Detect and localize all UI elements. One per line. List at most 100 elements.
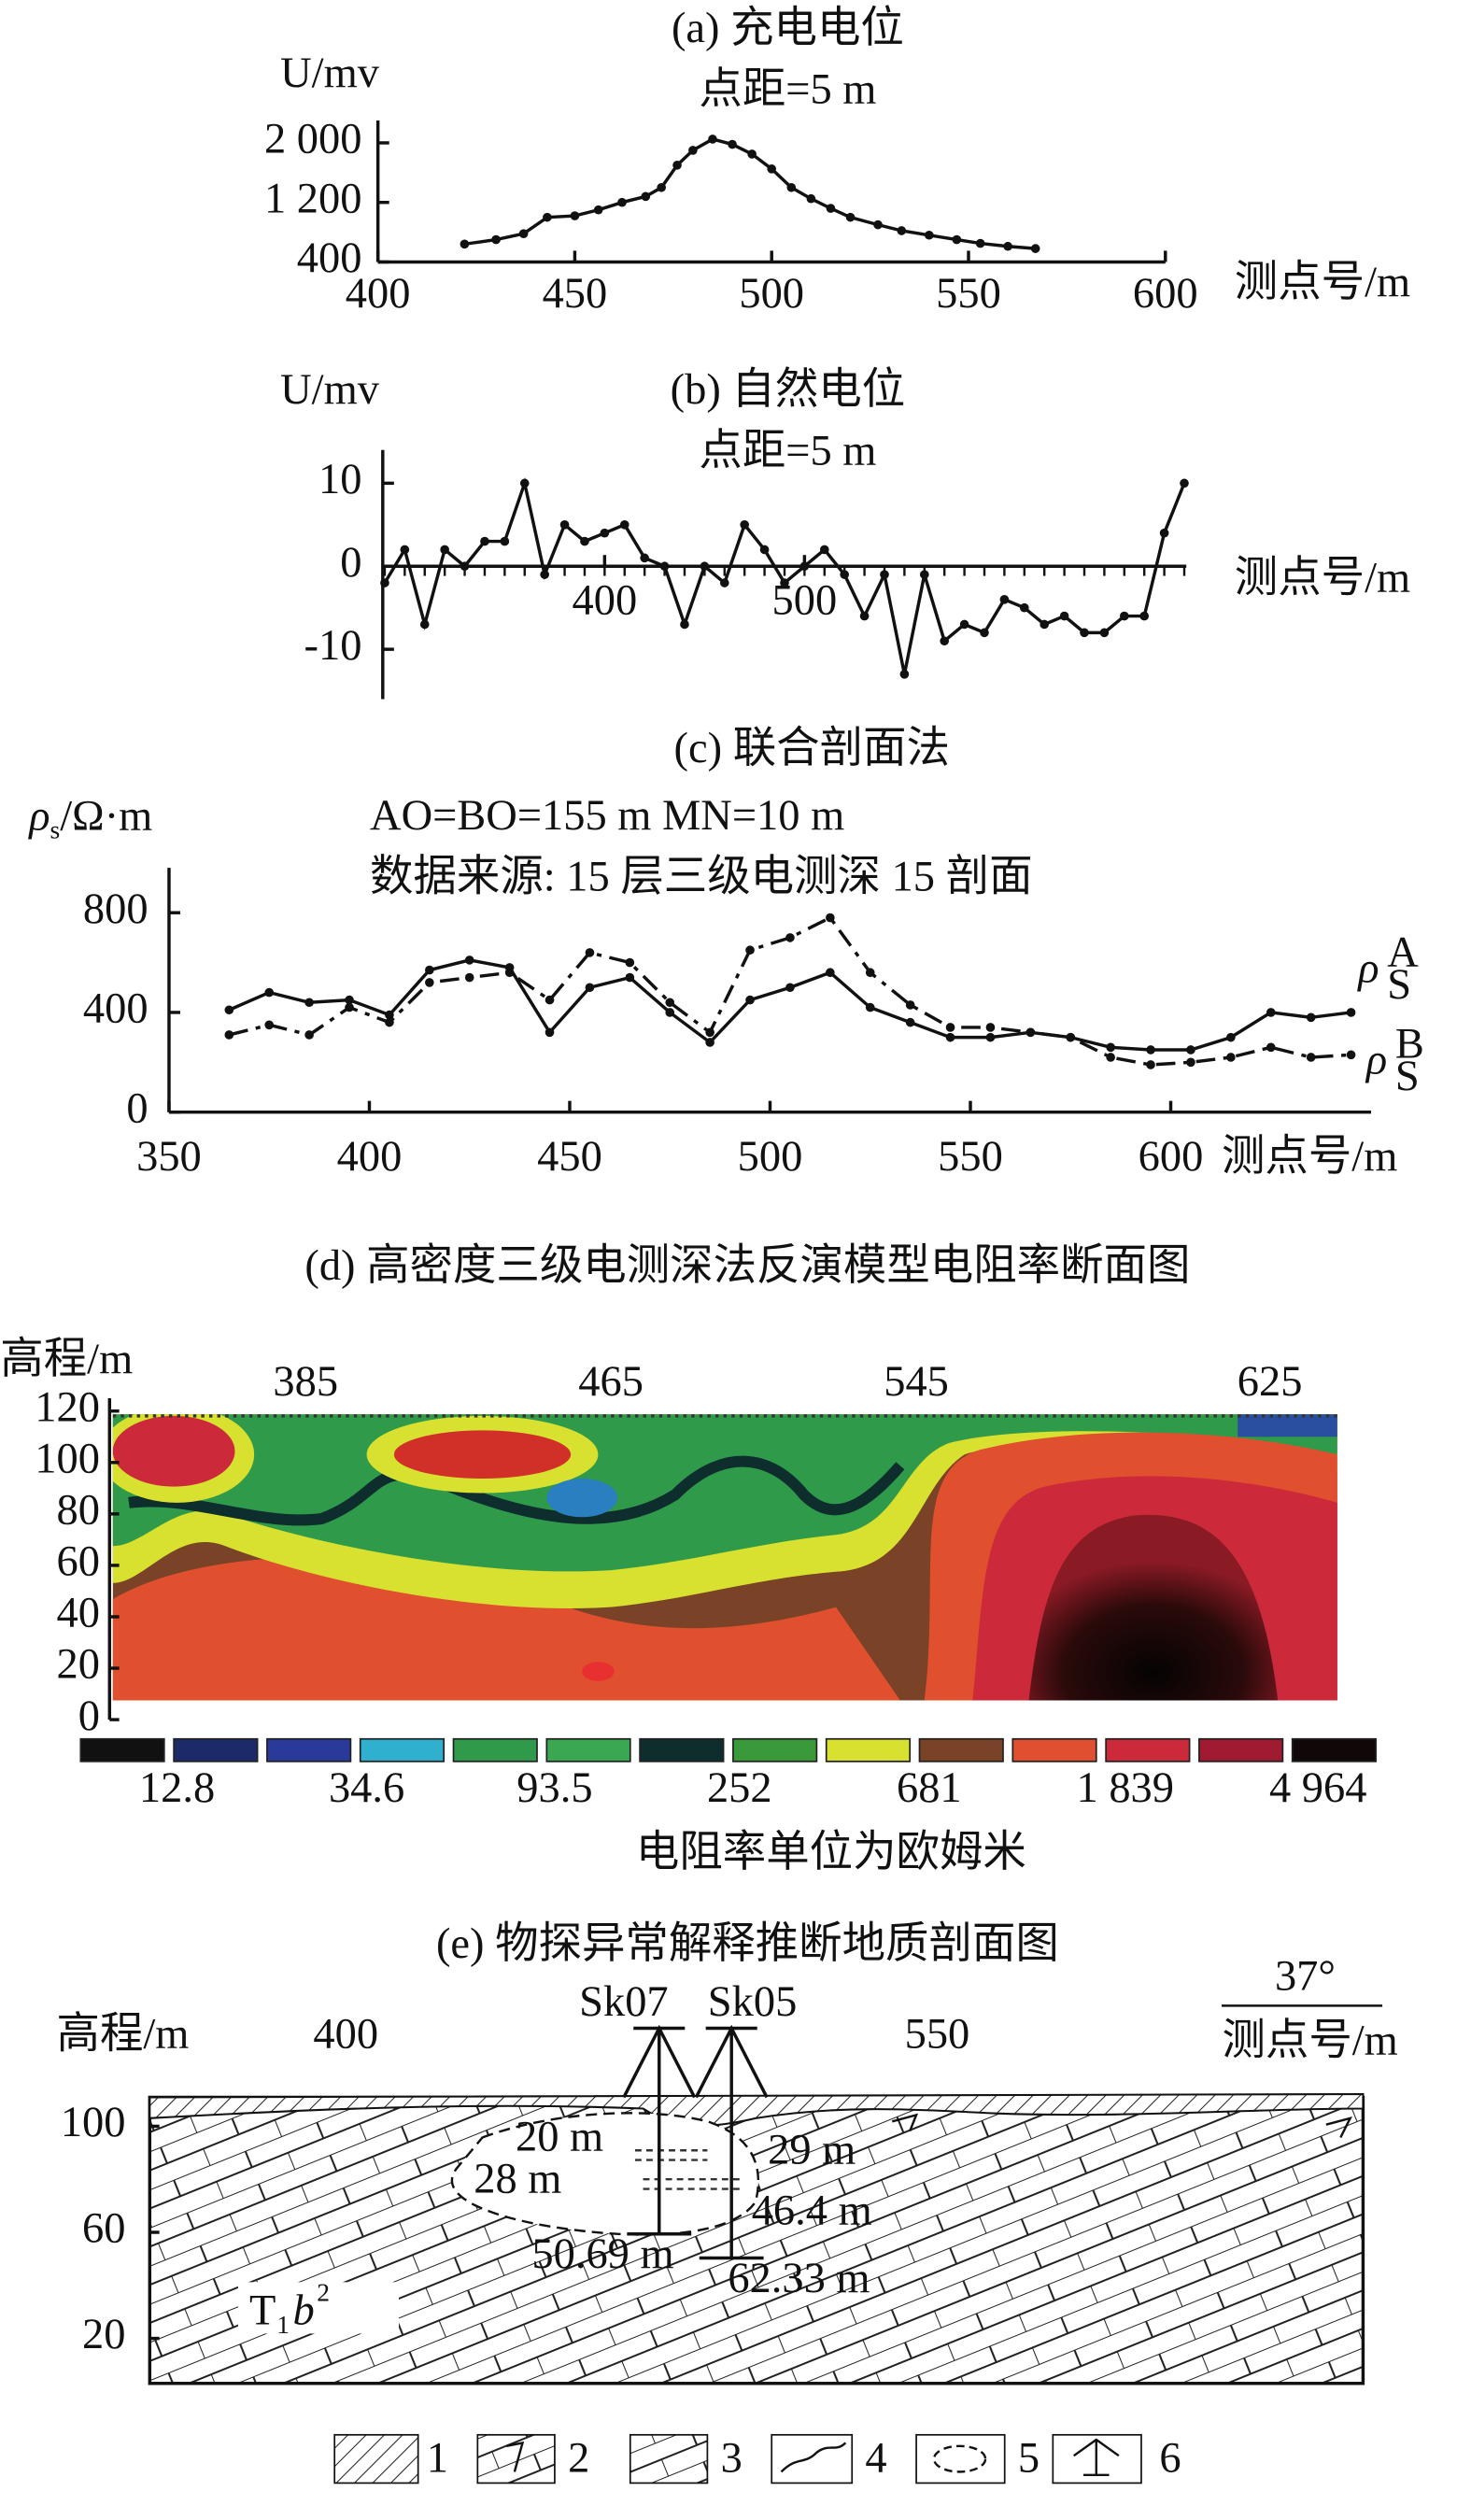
data-point — [1066, 1032, 1076, 1042]
legend-label: 3 — [721, 2435, 743, 2483]
formation-label: T — [249, 2286, 276, 2334]
legend-symbol — [780, 2442, 847, 2473]
y-tick-label: 20 — [82, 2311, 125, 2358]
data-point — [1180, 478, 1189, 488]
x-axis-label: 测点号/m — [1235, 259, 1410, 306]
x-axis-label: 测点号/m — [1235, 555, 1410, 602]
data-point — [873, 219, 883, 230]
map-zone — [1238, 1414, 1337, 1437]
resistivity-map — [112, 1414, 1337, 1701]
data-point — [1040, 619, 1050, 630]
data-point — [519, 478, 530, 488]
y-tick-label: 40 — [57, 1590, 100, 1637]
data-point — [545, 1027, 555, 1038]
legend-label-sub: S — [1387, 961, 1411, 1009]
data-point — [385, 1017, 394, 1027]
data-point — [705, 1038, 714, 1047]
y-tick-label: 120 — [35, 1383, 100, 1431]
colorbar-label: 252 — [707, 1764, 772, 1812]
unit-note: 电阻率单位为欧姆米 — [636, 1829, 1026, 1876]
data-point — [708, 134, 717, 144]
y-tick-label: 10 — [318, 456, 361, 503]
x-tick-label: 550 — [938, 1133, 1003, 1181]
y-tick-label: 800 — [83, 885, 149, 933]
legend-label-sup: B — [1395, 1021, 1424, 1069]
x-tick-label: 500 — [739, 270, 804, 318]
data-point — [905, 1000, 915, 1010]
y-tick-label: 1 200 — [264, 175, 361, 222]
data-point — [1346, 1008, 1356, 1017]
legend-label: 4 — [865, 2435, 886, 2483]
data-point — [540, 570, 549, 579]
chart-title: (a) 充电电位 — [672, 5, 904, 52]
data-point — [705, 1027, 714, 1038]
data-point — [865, 968, 875, 978]
y-tick-label: 0 — [340, 539, 361, 587]
ore-lens — [634, 2149, 740, 2190]
colorbar-label: 4 964 — [1269, 1764, 1366, 1812]
colorbar-swatch — [1105, 1737, 1191, 1763]
data-point — [747, 149, 757, 159]
x-tick-label: 400 — [313, 2010, 378, 2058]
data-point — [1106, 1042, 1115, 1053]
legend-label-sup: A — [1387, 928, 1419, 976]
fault-mark — [891, 2113, 1352, 2139]
section-title: (e) 物探异常解释推断地质剖面图 — [436, 1920, 1059, 1968]
y-tick-label: 60 — [57, 1538, 100, 1586]
colorbar-label: 12.8 — [139, 1764, 215, 1812]
data-point — [806, 193, 816, 204]
legend-label: ρ — [1356, 945, 1379, 993]
data-point — [880, 570, 889, 579]
y-tick-label: 80 — [57, 1487, 100, 1535]
data-point — [945, 1023, 955, 1032]
colorbar-swatch — [825, 1737, 912, 1763]
data-point — [680, 619, 689, 630]
borehole — [622, 2024, 697, 2236]
angle-label: 37° — [1275, 1953, 1336, 2001]
data-point — [425, 978, 434, 987]
data-point — [826, 913, 835, 923]
x-tick-label: 400 — [573, 577, 638, 625]
data-point — [940, 636, 950, 646]
data-point — [1080, 628, 1089, 638]
y-axis-label: U/mv — [280, 50, 380, 97]
depth-label: 20 m — [516, 2114, 603, 2161]
data-point — [780, 578, 789, 588]
y-axis-label-part: /Ω·m — [60, 792, 152, 840]
x-tick-label: 350 — [136, 1133, 202, 1181]
x-tick-label: 450 — [543, 270, 608, 318]
data-point — [641, 191, 651, 202]
colorbar-swatch — [1011, 1737, 1097, 1763]
data-point — [905, 1017, 915, 1027]
legend-label: 5 — [1018, 2435, 1040, 2483]
x-tick-label: 400 — [337, 1133, 403, 1181]
data-point — [464, 972, 474, 983]
data-point — [1019, 602, 1029, 613]
data-point — [425, 965, 434, 975]
data-point — [919, 570, 929, 579]
data-point — [543, 212, 552, 222]
data-point — [999, 594, 1010, 604]
data-point — [224, 1005, 234, 1015]
colorbar-swatch — [1198, 1737, 1284, 1763]
legend-symbol — [932, 2444, 987, 2473]
data-point — [304, 998, 314, 1008]
colorbar-swatch — [359, 1737, 446, 1763]
data-point — [600, 528, 610, 538]
data-point — [1226, 1032, 1236, 1042]
y-axis-label: ρs/Ω·m — [27, 792, 152, 843]
colorbar-swatch — [639, 1737, 725, 1763]
chart-subtitle: 点距=5 m — [699, 428, 876, 475]
colorbar-swatch — [918, 1737, 1004, 1763]
colorbar-label: 93.5 — [516, 1764, 592, 1812]
y-tick-label: 0 — [78, 1692, 100, 1740]
cover-layer — [149, 2092, 1365, 2127]
section-ylabel: 高程/m — [57, 2010, 190, 2058]
colorbar-swatch — [452, 1737, 538, 1763]
data-point — [617, 197, 627, 207]
data-point — [859, 611, 870, 621]
map-zone — [582, 1662, 615, 1681]
data-point — [1186, 1057, 1195, 1068]
data-point — [985, 1032, 996, 1042]
x-tick-label: 600 — [1133, 270, 1198, 318]
